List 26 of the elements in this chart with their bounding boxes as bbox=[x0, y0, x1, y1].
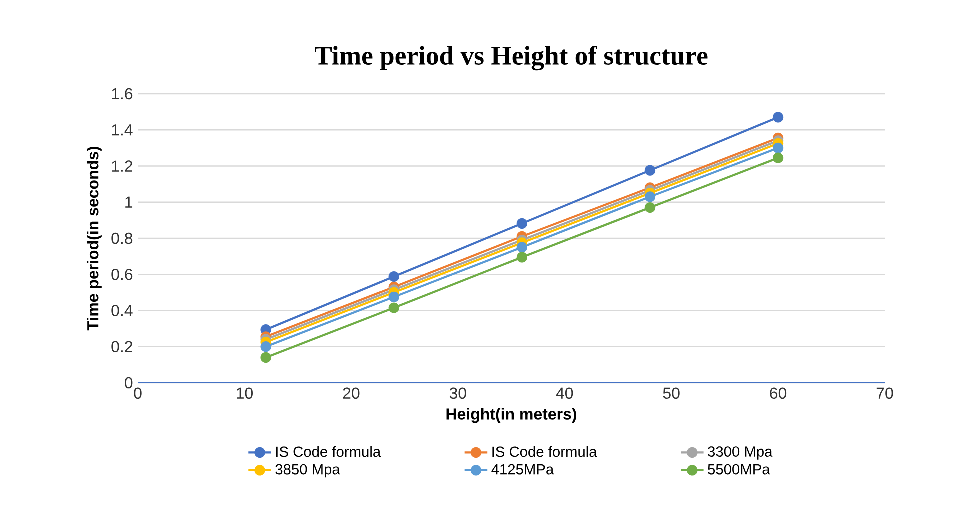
legend-label: 4125MPa bbox=[492, 464, 554, 475]
y-axis-title: Time period(in seconds) bbox=[86, 146, 102, 331]
x-tick-label: 30 bbox=[450, 388, 466, 400]
legend-label: 3300 Mpa bbox=[708, 446, 773, 460]
x-tick-label: 60 bbox=[770, 388, 787, 400]
x-tick-label: 20 bbox=[343, 388, 360, 400]
legend-label: IS Code formula bbox=[276, 446, 382, 458]
x-tick-label: 10 bbox=[237, 388, 253, 400]
y-tick-label: 0.6 bbox=[112, 268, 133, 280]
y-tick-label: 0.4 bbox=[112, 305, 133, 316]
legend-label: 3850 Mpa bbox=[276, 464, 340, 478]
x-axis-title: Height(in meters) bbox=[446, 408, 576, 424]
y-tick-label: 1.2 bbox=[112, 160, 132, 172]
y-tick-label: 0.8 bbox=[112, 232, 133, 244]
y-tick-label: 0 bbox=[125, 377, 133, 389]
legend-label: IS Code formula bbox=[492, 446, 598, 458]
legend-label: 5500MPa bbox=[708, 464, 770, 475]
y-tick-label: 1 bbox=[126, 196, 133, 208]
y-tick-label: 0.2 bbox=[112, 341, 132, 353]
x-tick-label: 0 bbox=[134, 388, 142, 400]
x-tick-label: 70 bbox=[876, 388, 894, 400]
y-tick-label: 1.6 bbox=[112, 88, 133, 100]
chart-title: Time period vs Height of structure bbox=[315, 46, 708, 71]
x-tick-label: 40 bbox=[556, 388, 574, 400]
y-tick-label: 1.4 bbox=[112, 124, 133, 136]
x-tick-label: 50 bbox=[663, 388, 680, 400]
